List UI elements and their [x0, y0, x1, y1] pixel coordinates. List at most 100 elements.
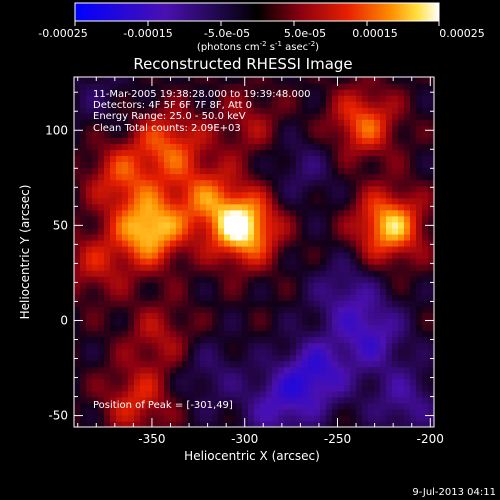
heatmap-cell	[98, 221, 105, 229]
heatmap-cell	[362, 366, 369, 374]
heatmap-cell	[404, 414, 411, 422]
heatmap-cell	[284, 179, 291, 187]
heatmap-cell	[374, 372, 381, 380]
heatmap-cell	[242, 215, 249, 223]
heatmap-cell	[410, 77, 417, 84]
heatmap-cell	[122, 113, 129, 120]
heatmap-cell	[248, 300, 255, 307]
heatmap-cell	[104, 384, 111, 392]
heatmap-cell	[362, 348, 369, 356]
heatmap-cell	[284, 276, 291, 283]
heatmap-cell	[344, 203, 351, 211]
heatmap-cell	[374, 161, 381, 169]
heatmap-cell	[86, 215, 93, 223]
heatmap-cell	[128, 306, 135, 313]
heatmap-cell	[260, 402, 267, 410]
heatmap-cell	[212, 312, 219, 319]
heatmap-cell	[128, 402, 135, 410]
heatmap-cell	[302, 221, 309, 229]
heatmap-cell	[98, 312, 105, 319]
heatmap-cell	[290, 173, 297, 181]
heatmap-cell	[98, 95, 105, 102]
heatmap-cell	[140, 215, 147, 223]
heatmap-cell	[122, 137, 129, 144]
heatmap-cell	[428, 179, 434, 187]
heatmap-cell	[404, 264, 411, 271]
heatmap-cell	[374, 173, 381, 181]
heatmap-cell	[350, 173, 357, 181]
heatmap-cell	[410, 402, 417, 410]
heatmap-cell	[260, 101, 267, 108]
heatmap-cell	[140, 233, 147, 241]
heatmap-cell	[326, 143, 333, 151]
heatmap-cell	[362, 215, 369, 223]
heatmap-cell	[182, 245, 189, 253]
heatmap-cell	[218, 270, 225, 277]
heatmap-cell	[380, 402, 387, 410]
heatmap-cell	[350, 396, 357, 404]
heatmap-cell	[224, 227, 231, 235]
heatmap-cell	[206, 330, 213, 338]
heatmap-cell	[332, 239, 339, 247]
heatmap-cell	[386, 408, 393, 416]
heatmap-cell	[332, 414, 339, 422]
heatmap-cell	[422, 276, 429, 283]
heatmap-cell	[152, 119, 159, 126]
heatmap-cell	[158, 366, 165, 374]
heatmap-cell	[110, 221, 117, 229]
heatmap-cell	[134, 149, 141, 157]
heatmap-cell	[428, 366, 434, 374]
heatmap-cell	[260, 239, 267, 247]
heatmap-cell	[110, 203, 117, 211]
heatmap-cell	[170, 221, 177, 229]
heatmap-cell	[338, 107, 345, 114]
heatmap-cell	[110, 209, 117, 217]
heatmap-cell	[386, 294, 393, 301]
heatmap-cell	[164, 324, 171, 332]
heatmap-cell	[224, 179, 231, 187]
heatmap-cell	[122, 245, 129, 253]
heatmap-cell	[326, 173, 333, 181]
heatmap-cell	[284, 342, 291, 350]
heatmap-cell	[188, 384, 195, 392]
heatmap-cell	[128, 77, 135, 84]
heatmap-cell	[164, 300, 171, 307]
heatmap-cell	[380, 239, 387, 247]
heatmap-cell	[278, 294, 285, 301]
heatmap-cell	[254, 221, 261, 229]
heatmap-cell	[416, 270, 423, 277]
heatmap-cell	[176, 270, 183, 277]
heatmap-cell	[302, 245, 309, 253]
heatmap-cell	[164, 155, 171, 163]
heatmap-cell	[254, 414, 261, 422]
heatmap-cell	[326, 83, 333, 90]
heatmap-cell	[212, 77, 219, 84]
heatmap-cell	[182, 408, 189, 416]
heatmap-cell	[260, 276, 267, 283]
heatmap-cell	[320, 330, 327, 338]
heatmap-cell	[266, 245, 273, 253]
heatmap-cell	[92, 294, 99, 301]
heatmap-cell	[200, 239, 207, 247]
heatmap-cell	[404, 276, 411, 283]
heatmap-cell	[296, 330, 303, 338]
heatmap-cell	[80, 95, 87, 102]
heatmap-cell	[80, 282, 87, 289]
heatmap-cell	[392, 282, 399, 289]
heatmap-cell	[152, 155, 159, 163]
heatmap-cell	[86, 143, 93, 151]
chart-title: Reconstructed RHESSI Image	[133, 55, 352, 73]
heatmap-cell	[260, 384, 267, 392]
heatmap-cell	[236, 390, 243, 398]
heatmap-cell	[320, 143, 327, 151]
heatmap-cell	[122, 300, 129, 307]
heatmap-cell	[74, 414, 81, 422]
heatmap-cell	[98, 264, 105, 271]
heatmap-cell	[110, 258, 117, 265]
heatmap-cell	[182, 233, 189, 241]
heatmap-cell	[86, 336, 93, 344]
heatmap-cell	[164, 227, 171, 235]
heatmap-cell	[404, 372, 411, 380]
heatmap-cell	[398, 258, 405, 265]
heatmap-cell	[326, 336, 333, 344]
